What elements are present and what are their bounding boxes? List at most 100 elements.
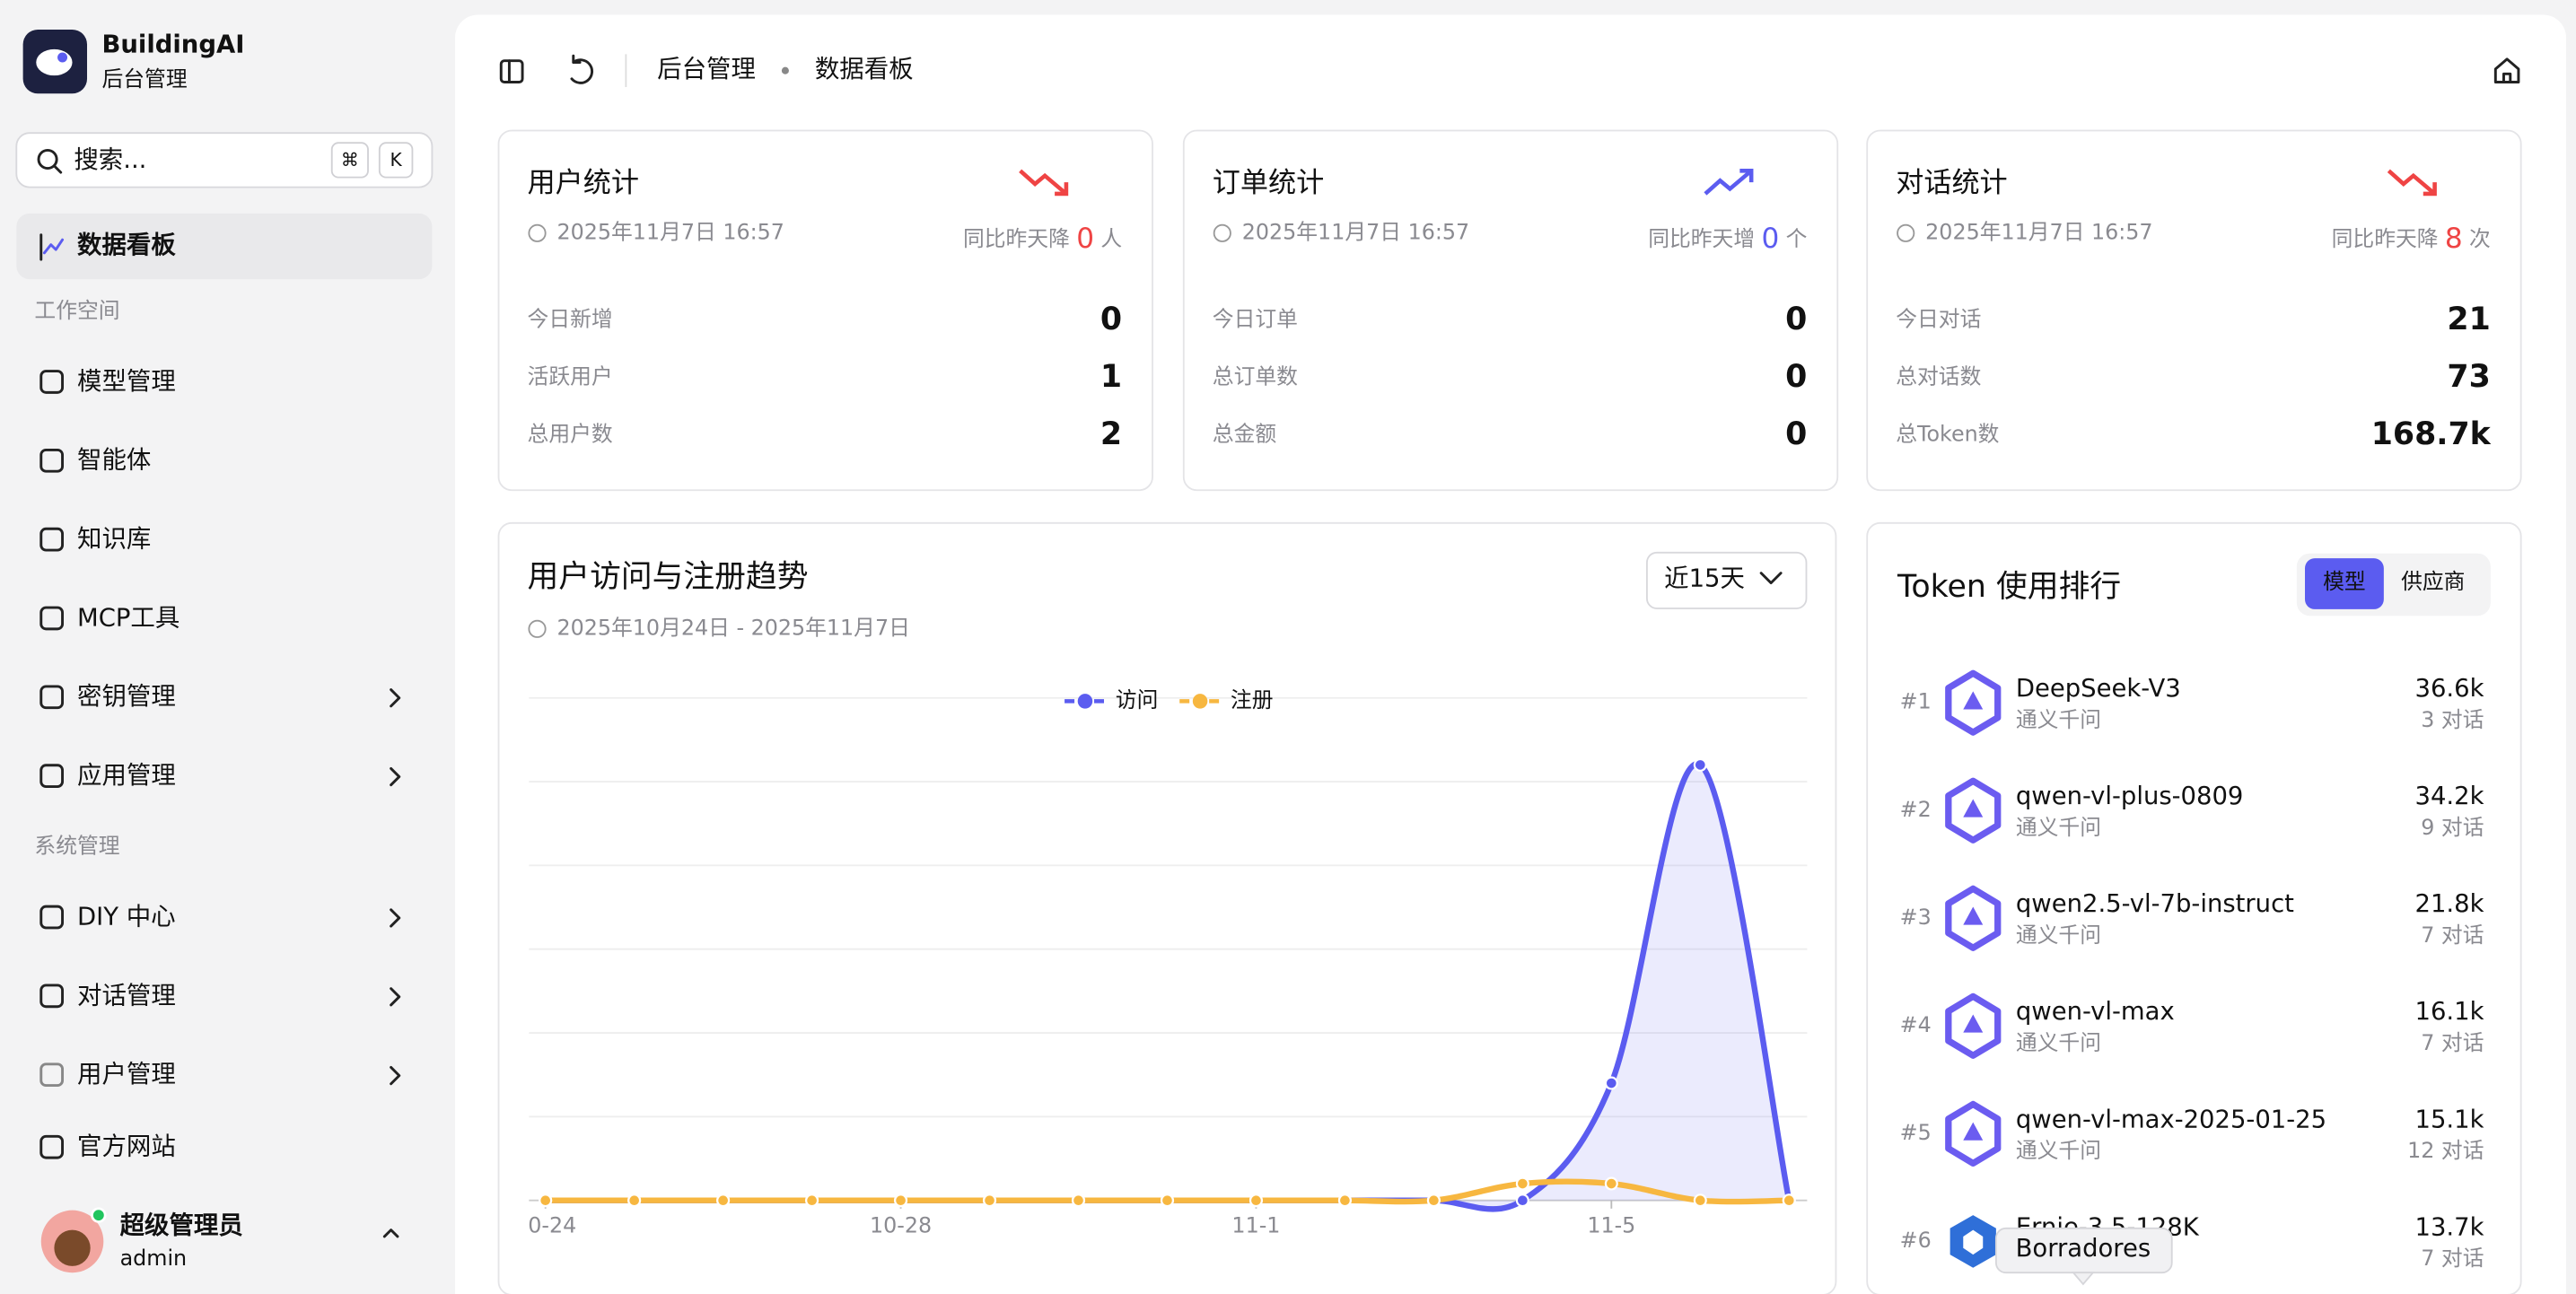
tab[interactable]: 供应商 bbox=[2401, 569, 2465, 594]
sidebar-toggle[interactable] bbox=[499, 59, 524, 83]
stat-value: 0 bbox=[1785, 302, 1807, 337]
nav-icon bbox=[39, 984, 65, 1009]
stat-card bbox=[1866, 129, 2522, 492]
nav-icon bbox=[39, 764, 65, 789]
stat-label: 今日订单 bbox=[1213, 306, 1298, 331]
model-icon bbox=[1963, 1229, 1984, 1255]
user-name: 超级管理员 bbox=[120, 1211, 243, 1239]
search-placeholder: 搜索... bbox=[74, 146, 146, 174]
range-select[interactable] bbox=[1646, 551, 1808, 609]
tokens: 15.1k bbox=[2415, 1106, 2484, 1133]
stat-value: 168.7k bbox=[2371, 416, 2492, 452]
chats: 7 对话 bbox=[2421, 1030, 2484, 1055]
point bbox=[1337, 1193, 1352, 1208]
info-icon bbox=[528, 619, 547, 638]
nav-item[interactable]: 知识库 bbox=[77, 526, 151, 554]
trend-icon bbox=[1019, 169, 1068, 196]
x-tick-label: 11-1 bbox=[1231, 1212, 1280, 1237]
nav-item[interactable]: DIY 中心 bbox=[77, 903, 176, 931]
stat-title: 用户统计 bbox=[528, 167, 639, 199]
nav-icon bbox=[39, 606, 65, 631]
info-icon bbox=[528, 223, 547, 242]
tab[interactable]: 模型 bbox=[2323, 569, 2366, 594]
user-menu-toggle[interactable] bbox=[382, 1228, 399, 1238]
point bbox=[1693, 1193, 1707, 1208]
nav-icon bbox=[39, 527, 65, 552]
point bbox=[1515, 1176, 1529, 1191]
model-name: DeepSeek-V3 bbox=[2016, 675, 2181, 703]
stat-label: 总对话数 bbox=[1896, 363, 1981, 389]
nav-icon bbox=[39, 905, 65, 930]
rank: #6 bbox=[1900, 1228, 1932, 1253]
chats: 9 对话 bbox=[2421, 815, 2484, 840]
trend-icon bbox=[2423, 182, 2437, 197]
stat-value: 0 bbox=[1785, 416, 1807, 452]
search-icon bbox=[52, 164, 63, 174]
nav-chevron bbox=[390, 1066, 401, 1086]
point bbox=[716, 1193, 731, 1208]
nav-item[interactable]: MCP工具 bbox=[77, 604, 180, 632]
nav-active[interactable] bbox=[16, 213, 433, 280]
chats: 12 对话 bbox=[2407, 1138, 2484, 1163]
model-icon bbox=[1945, 1100, 2002, 1167]
point bbox=[894, 1193, 908, 1208]
nav-item[interactable]: 智能体 bbox=[77, 447, 151, 475]
stat-time: 2025年11月7日 16:57 bbox=[1925, 219, 2152, 244]
kbd-key: K bbox=[390, 149, 403, 170]
info-icon bbox=[1897, 223, 1915, 242]
nav-item[interactable]: 用户管理 bbox=[77, 1061, 176, 1089]
nav-icon bbox=[39, 370, 65, 394]
stat-label: 总订单数 bbox=[1213, 363, 1298, 389]
point bbox=[1426, 1193, 1441, 1208]
model-icon bbox=[1963, 906, 1984, 925]
nav-item[interactable]: 对话管理 bbox=[77, 982, 176, 1010]
legend-swatch bbox=[1077, 694, 1093, 709]
point bbox=[1604, 1176, 1618, 1191]
provider: 通义千问 bbox=[2016, 1138, 2101, 1163]
nav-item[interactable]: 官方网站 bbox=[77, 1133, 176, 1161]
point bbox=[1160, 1193, 1174, 1208]
stat-label: 今日新增 bbox=[528, 306, 613, 331]
model-icon bbox=[1945, 992, 2002, 1059]
nav-item[interactable]: 数据看板 bbox=[77, 232, 176, 259]
point bbox=[1782, 1193, 1796, 1208]
point bbox=[1249, 1193, 1263, 1208]
compare-label: 同比昨天降 bbox=[963, 226, 1070, 251]
point bbox=[983, 1193, 997, 1208]
tokens: 13.7k bbox=[2415, 1213, 2484, 1241]
tooltip-text: Borradores bbox=[2016, 1235, 2151, 1263]
breadcrumb-dot bbox=[781, 66, 789, 74]
trend-icon bbox=[1704, 169, 1753, 196]
nav-icon bbox=[39, 685, 65, 710]
model-name: qwen-vl-max-2025-01-25 bbox=[2016, 1106, 2326, 1133]
stat-value: 21 bbox=[2447, 302, 2490, 337]
stat-value: 1 bbox=[1100, 359, 1122, 395]
provider: 通义千问 bbox=[2016, 815, 2101, 840]
provider: 通义千问 bbox=[2016, 1030, 2101, 1055]
chats: 3 对话 bbox=[2421, 707, 2484, 732]
provider: 通义千问 bbox=[2016, 922, 2101, 948]
model-icon bbox=[1945, 885, 2002, 951]
nav-section: 系统管理 bbox=[34, 834, 119, 859]
home[interactable] bbox=[2493, 57, 2520, 83]
nav-item[interactable]: 应用管理 bbox=[77, 762, 176, 790]
compare-unit: 人 bbox=[1100, 226, 1122, 251]
nav-item[interactable]: 模型管理 bbox=[77, 368, 176, 396]
search-box[interactable] bbox=[15, 132, 434, 188]
compare-unit: 次 bbox=[2469, 226, 2491, 251]
nav-item[interactable]: 密钥管理 bbox=[77, 683, 176, 711]
stat-title: 订单统计 bbox=[1213, 167, 1324, 199]
tokens: 36.6k bbox=[2415, 675, 2484, 703]
legend-label: 访问 bbox=[1116, 687, 1159, 713]
nav-section: 工作空间 bbox=[34, 298, 119, 323]
stat-compare: 同比昨天降 0 人 bbox=[963, 223, 1122, 255]
refresh[interactable] bbox=[570, 54, 594, 84]
point bbox=[1515, 1193, 1529, 1208]
breadcrumb[interactable]: 后台管理 bbox=[657, 56, 756, 83]
compare-unit: 个 bbox=[1786, 226, 1808, 251]
x-tick-label: 10-28 bbox=[870, 1212, 932, 1237]
compare-label: 同比昨天降 bbox=[2332, 226, 2439, 251]
kbd-key: ⌘ bbox=[341, 149, 359, 170]
tokens: 16.1k bbox=[2415, 998, 2484, 1026]
